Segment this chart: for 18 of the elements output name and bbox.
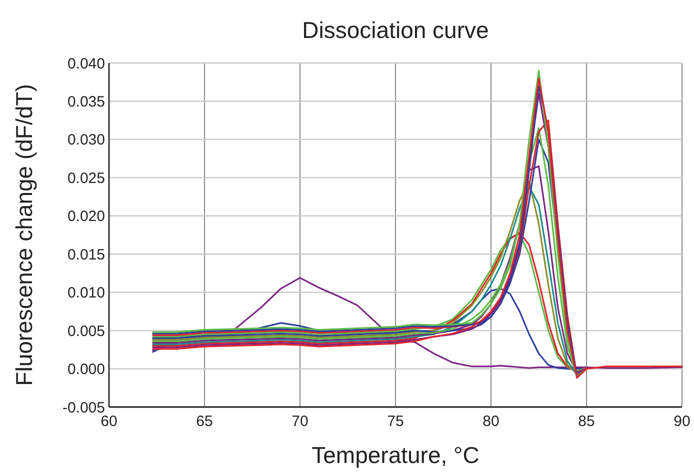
x-axis-title: Temperature, °C [312, 442, 480, 468]
y-tick-label: 0.015 [67, 246, 105, 264]
x-tick-label: 85 [578, 413, 595, 430]
y-tick-label: 0.000 [67, 361, 105, 378]
y-tick-label: 0.005 [67, 322, 105, 340]
x-tick-label: 80 [482, 413, 500, 430]
x-tick-label: 65 [196, 413, 213, 430]
chart-title: Dissociation curve [302, 17, 489, 43]
y-tick-label: 0.040 [67, 55, 105, 72]
y-tick-label: 0.020 [67, 208, 105, 226]
x-tick-label: 75 [387, 413, 404, 430]
y-tick-label: 0.030 [67, 132, 105, 149]
y-tick-label: 0.035 [67, 93, 105, 110]
y-axis-title: Fluorescence change (dF/dT) [11, 84, 37, 386]
y-tick-label: 0.025 [67, 170, 105, 187]
x-tick-label: 70 [292, 413, 308, 430]
x-tick-label: 90 [674, 413, 690, 430]
y-tick-label: 0.010 [67, 284, 105, 302]
